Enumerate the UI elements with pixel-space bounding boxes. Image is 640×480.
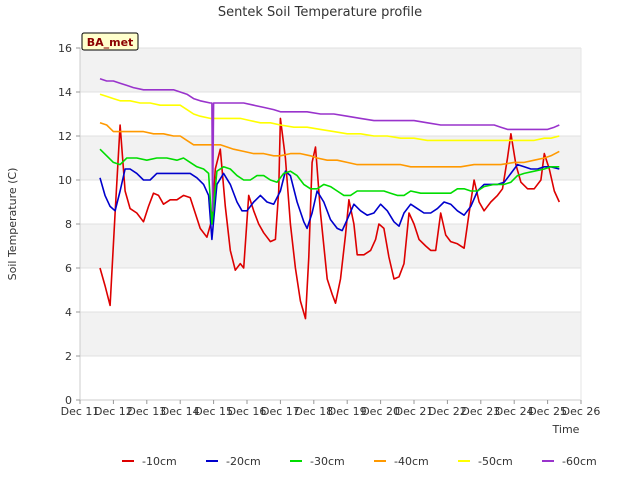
y-tick-label: 16 — [58, 42, 72, 55]
y-tick-label: 4 — [65, 306, 72, 319]
series-layer — [99, 78, 561, 320]
x-tick-label: Dec 13 — [127, 405, 166, 418]
x-tick-label: Dec 19 — [328, 405, 367, 418]
x-tick-label: Dec 15 — [194, 405, 233, 418]
series-line-neg30cm — [99, 148, 560, 225]
plot-band — [80, 312, 581, 356]
legend-label: -30cm — [310, 455, 345, 468]
x-axis-title: Time — [552, 423, 580, 436]
plot-band — [80, 224, 581, 268]
station-label: BA_met — [87, 36, 134, 49]
x-tick-label: Dec 17 — [261, 405, 300, 418]
x-tick-label: Dec 21 — [395, 405, 434, 418]
series-line-neg10cm — [99, 117, 561, 320]
x-tick-label: Dec 23 — [461, 405, 500, 418]
legend-label: -10cm — [142, 455, 177, 468]
x-tick-label: Dec 14 — [161, 405, 200, 418]
legend-label: -50cm — [478, 455, 513, 468]
station-badge-box — [81, 32, 139, 51]
station-badge: BA_met — [81, 32, 139, 51]
y-tick-label: 10 — [58, 174, 72, 187]
y-axis-ticks: 0 2 4 6 8 10 12 14 16 — [58, 42, 80, 407]
plot-bands — [80, 48, 581, 400]
y-tick-label: 14 — [58, 86, 72, 99]
y-tick-label: 8 — [65, 218, 72, 231]
series-line-neg40cm — [99, 122, 560, 168]
x-tick-label: Dec 22 — [428, 405, 467, 418]
legend-label: -20cm — [226, 455, 261, 468]
y-tick-label: 0 — [65, 394, 72, 407]
y-axis-title: Soil Temperature (C) — [6, 168, 19, 281]
y-tick-label: 12 — [58, 130, 72, 143]
series-line-neg50cm — [99, 93, 560, 142]
x-tick-label: Dec 24 — [495, 405, 534, 418]
chart-title: Sentek Soil Temperature profile — [218, 5, 422, 20]
y-tick-label: 2 — [65, 350, 72, 363]
legend-label: -60cm — [562, 455, 597, 468]
x-tick-label: Dec 12 — [94, 405, 133, 418]
x-tick-label: Dec 16 — [228, 405, 267, 418]
x-tick-label: Dec 18 — [294, 405, 333, 418]
x-tick-label: Dec 20 — [361, 405, 400, 418]
legend: -10cm -20cm -30cm -40cm -50cm -60cm — [122, 455, 597, 468]
legend-label: -40cm — [394, 455, 429, 468]
series-line-neg20cm — [99, 163, 560, 241]
plot-band — [80, 48, 581, 92]
series-line-neg60cm — [99, 78, 560, 212]
x-tick-label: Dec 11 — [61, 405, 100, 418]
x-tick-label: Dec 25 — [528, 405, 567, 418]
y-tick-label: 6 — [65, 262, 72, 275]
plot-band — [80, 356, 581, 400]
x-tick-label: Dec 26 — [562, 405, 601, 418]
